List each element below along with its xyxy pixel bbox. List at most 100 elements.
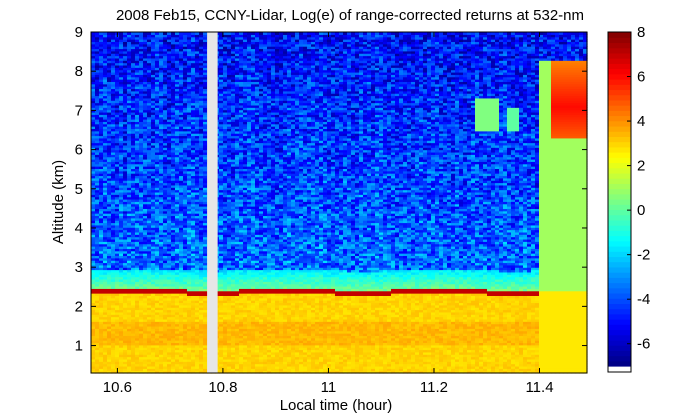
heatmap-cell — [119, 168, 124, 172]
heatmap-cell — [95, 335, 100, 339]
heatmap-cell — [107, 86, 112, 90]
heatmap-cell — [91, 50, 96, 54]
heatmap-cell — [91, 224, 96, 228]
heatmap-cell — [115, 248, 120, 252]
heatmap-cell — [111, 81, 116, 85]
heatmap-cell — [99, 213, 104, 217]
heatmap-cell — [111, 337, 116, 341]
heatmap-cell — [99, 36, 104, 40]
heatmap-cell — [99, 121, 104, 125]
heatmap-cell — [107, 293, 112, 296]
heatmap-cell — [99, 198, 104, 202]
heatmap-cell — [107, 111, 112, 115]
heatmap-cell — [111, 224, 116, 228]
heatmap-cell — [91, 177, 96, 181]
heatmap-cell — [115, 229, 120, 233]
heatmap-cell — [111, 201, 116, 205]
heatmap-cell — [95, 281, 100, 285]
heatmap-cell — [107, 236, 112, 240]
heatmap-cell — [119, 307, 124, 311]
heatmap-cell — [103, 229, 108, 233]
heatmap-cell — [119, 123, 124, 127]
heatmap-cell — [95, 248, 100, 252]
heatmap-cell — [95, 344, 100, 348]
heatmap-cell — [91, 189, 96, 193]
heatmap-cell — [91, 236, 96, 240]
heatmap-cell — [119, 126, 124, 130]
heatmap-cell — [115, 81, 120, 85]
heatmap-cell — [91, 361, 96, 365]
heatmap-cell — [103, 121, 108, 125]
heatmap-cell — [99, 62, 104, 66]
heatmap-cell — [115, 79, 120, 82]
heatmap-cell — [95, 189, 100, 193]
heatmap-cell — [91, 328, 96, 332]
heatmap-cell — [115, 196, 120, 200]
heatmap-cell — [103, 206, 108, 209]
heatmap-cell — [115, 333, 120, 336]
heatmap-cell — [107, 41, 112, 45]
heatmap-cell — [107, 95, 112, 99]
heatmap-cell — [91, 161, 96, 165]
heatmap-cell — [107, 83, 112, 87]
heatmap-cell — [111, 250, 116, 254]
heatmap-cell — [91, 53, 96, 57]
heatmap-cell — [91, 213, 96, 217]
heatmap-cell — [95, 100, 100, 104]
heatmap-cell — [107, 116, 112, 120]
heatmap-cell — [99, 93, 104, 97]
heatmap-cell — [115, 76, 120, 80]
heatmap-cell — [103, 144, 108, 148]
heatmap-cell — [119, 333, 124, 336]
heatmap-cell — [95, 43, 100, 47]
heatmap-cell — [111, 213, 116, 217]
heatmap-cell — [91, 318, 96, 322]
heatmap-cell — [95, 236, 100, 240]
heatmap-cell — [107, 48, 112, 52]
heatmap-cell — [107, 243, 112, 247]
heatmap-cell — [107, 144, 112, 148]
heatmap-cell — [103, 109, 108, 113]
heatmap-cell — [107, 46, 112, 50]
heatmap-cell — [111, 234, 116, 238]
heatmap-cell — [91, 243, 96, 247]
heatmap-cell — [119, 309, 124, 313]
heatmap-cell — [107, 311, 112, 315]
heatmap-cell — [107, 187, 112, 191]
heatmap-cell — [99, 156, 104, 160]
heatmap-cell — [107, 351, 112, 355]
heatmap-cell — [111, 173, 116, 177]
heatmap-cell — [107, 76, 112, 80]
heatmap-cell — [111, 69, 116, 73]
heatmap-cell — [103, 93, 108, 97]
heatmap-cell — [107, 325, 112, 329]
heatmap-cell — [103, 104, 108, 108]
heatmap-cell — [99, 304, 104, 308]
heatmap-cell — [103, 201, 108, 205]
heatmap-cell — [95, 337, 100, 341]
heatmap-cell — [119, 182, 124, 186]
heatmap-cell — [99, 321, 104, 325]
heatmap-cell — [91, 133, 96, 137]
heatmap-cell — [99, 128, 104, 132]
heatmap-cell — [99, 161, 104, 165]
heatmap-cell — [107, 241, 112, 245]
heatmap-cell — [99, 173, 104, 177]
heatmap-cell — [103, 173, 108, 177]
heatmap-cell — [107, 93, 112, 97]
heatmap-cell — [99, 43, 104, 47]
heatmap-cell — [99, 243, 104, 247]
heatmap-cell — [107, 255, 112, 259]
heatmap-cell — [107, 283, 112, 287]
heatmap-cell — [91, 41, 96, 45]
heatmap-cell — [95, 34, 100, 38]
heatmap-cell — [111, 57, 116, 61]
heatmap-cell — [95, 184, 100, 188]
heatmap-cell — [111, 370, 116, 374]
heatmap-cell — [107, 347, 112, 351]
heatmap-cell — [107, 229, 112, 233]
heatmap-cell — [103, 370, 108, 374]
heatmap-cell — [107, 156, 112, 160]
heatmap-cell — [107, 184, 112, 188]
heatmap-cell — [115, 227, 120, 231]
